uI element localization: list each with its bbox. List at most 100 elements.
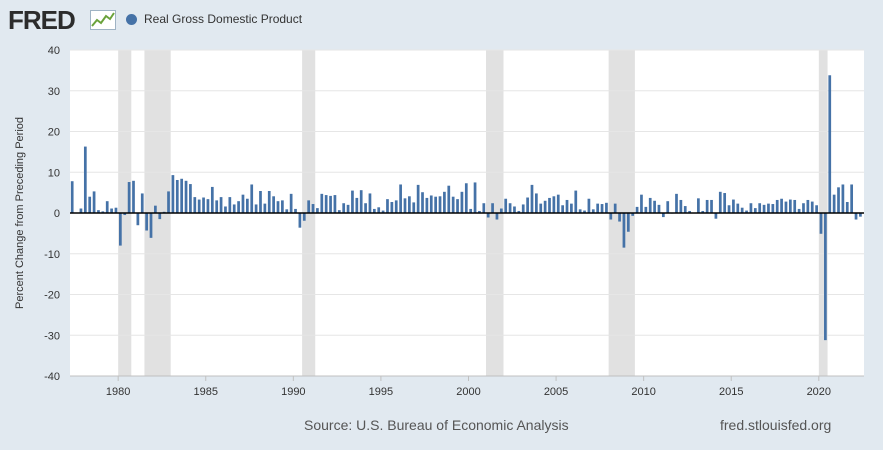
bar — [727, 205, 731, 213]
bar — [443, 191, 446, 213]
bar — [613, 203, 617, 213]
bar — [609, 213, 613, 220]
bar — [372, 208, 376, 213]
bar — [526, 197, 529, 213]
bar — [232, 204, 236, 213]
bar — [850, 184, 854, 213]
bar — [337, 210, 341, 213]
x-tick-label: 1990 — [281, 386, 305, 398]
bar — [377, 207, 381, 213]
bar — [351, 190, 354, 213]
bar — [316, 208, 319, 213]
bar — [688, 210, 691, 213]
bar — [425, 197, 429, 213]
bar — [381, 210, 385, 213]
bar — [504, 198, 508, 213]
bar — [718, 191, 722, 213]
bar — [346, 204, 350, 213]
bar — [456, 199, 459, 213]
bar — [399, 184, 402, 213]
legend[interactable]: Real Gross Domestic Product — [126, 12, 302, 26]
bar — [302, 213, 306, 221]
bar — [438, 196, 442, 213]
header: FRED Real Gross Domestic Product — [0, 0, 883, 40]
bar — [79, 208, 83, 213]
bar — [429, 195, 433, 213]
bar — [123, 213, 127, 216]
bar — [276, 201, 280, 213]
bar — [749, 203, 753, 213]
bar — [412, 202, 416, 213]
bar — [762, 204, 766, 213]
bar — [710, 199, 713, 213]
bar — [386, 199, 389, 213]
bar — [486, 213, 490, 218]
bar — [552, 196, 556, 213]
bar — [832, 194, 836, 213]
bar — [307, 200, 311, 213]
bar — [802, 203, 805, 213]
bar — [206, 199, 210, 213]
y-tick-label: -30 — [44, 330, 60, 342]
bar — [539, 203, 543, 213]
y-tick-label: 0 — [54, 208, 60, 220]
source-note: Source: U.S. Bureau of Economic Analysis — [304, 417, 569, 433]
bar — [460, 191, 464, 213]
bar — [464, 183, 468, 213]
bar — [824, 213, 827, 341]
bar — [101, 211, 105, 213]
bar — [175, 179, 179, 213]
bar — [758, 203, 762, 213]
bar — [697, 198, 700, 213]
bar — [517, 210, 521, 213]
bar — [434, 196, 438, 213]
site-link[interactable]: fred.stlouisfed.org — [720, 417, 832, 433]
bar — [705, 199, 709, 213]
bar — [753, 208, 757, 213]
bar — [653, 200, 656, 213]
bar — [368, 193, 372, 213]
bar — [329, 195, 332, 213]
bar — [149, 213, 153, 238]
bar — [859, 213, 862, 217]
bar — [469, 208, 473, 213]
y-tick-label: -20 — [44, 290, 60, 302]
bar — [810, 201, 814, 213]
bar — [158, 213, 162, 220]
bar — [587, 198, 591, 213]
bar — [806, 199, 810, 213]
x-tick-label: 2015 — [719, 386, 743, 398]
bar — [723, 193, 727, 213]
bar — [324, 195, 328, 213]
bar — [285, 209, 289, 213]
bar — [403, 198, 407, 213]
fred-logo[interactable]: FRED — [8, 5, 76, 35]
x-tick-label: 2005 — [544, 386, 568, 398]
bar — [626, 213, 630, 232]
bar — [482, 203, 486, 213]
bar — [180, 178, 184, 213]
bar — [281, 200, 284, 213]
bar — [631, 213, 635, 216]
x-tick-label: 1995 — [369, 386, 393, 398]
bar — [683, 206, 687, 213]
bar — [70, 181, 74, 213]
fred-graph-icon — [90, 10, 116, 30]
bar — [83, 146, 87, 213]
bar — [583, 210, 586, 213]
bar — [197, 199, 201, 213]
y-tick-label: -40 — [44, 371, 60, 383]
bar — [184, 180, 188, 213]
bar — [508, 203, 512, 213]
bar — [210, 186, 214, 213]
bar — [355, 197, 359, 213]
bar — [298, 213, 302, 228]
x-tick-label: 1980 — [106, 386, 130, 398]
bar — [394, 200, 398, 213]
bar — [132, 180, 135, 213]
bar — [342, 203, 346, 213]
bar — [105, 201, 109, 213]
bar — [701, 210, 705, 213]
bar — [775, 199, 779, 213]
